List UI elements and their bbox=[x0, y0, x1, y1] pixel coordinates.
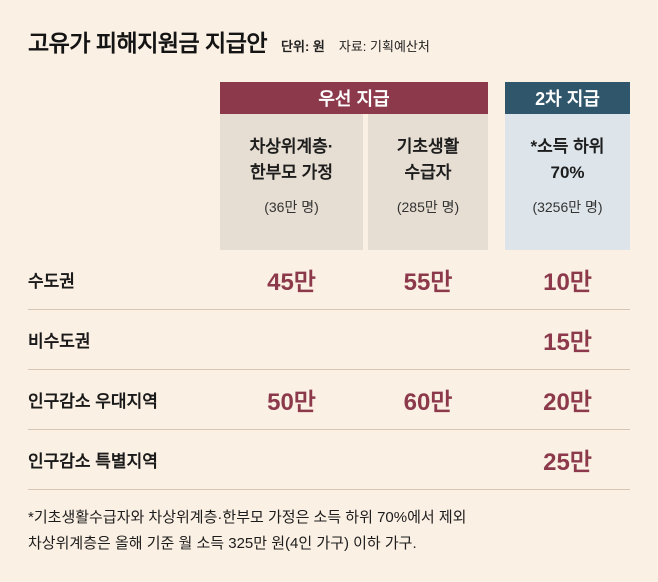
col-header-line: 한부모 가정 bbox=[250, 163, 333, 182]
col-header-income-bottom-70: *소득 하위 70% (3256만 명) bbox=[505, 114, 630, 250]
group-header-row: 우선 지급 2차 지급 bbox=[28, 82, 630, 114]
column-header-row: 차상위계층· 한부모 가정 (36만 명) 기초생활 수급자 (285만 명) … bbox=[28, 114, 630, 250]
value-cell: 45만 bbox=[267, 269, 316, 296]
value-cell: 10만 bbox=[543, 269, 592, 296]
header-row: 고유가 피해지원금 지급안 단위: 원 자료: 기획예산처 bbox=[28, 24, 630, 56]
page-title: 고유가 피해지원금 지급안 bbox=[28, 30, 268, 56]
table-row-non-metropolitan: 비수도권 15만 bbox=[28, 310, 630, 370]
col-header-line: 70% bbox=[550, 163, 585, 182]
value-cell: 15만 bbox=[543, 329, 592, 356]
col-header-line: *소득 하위 bbox=[530, 137, 605, 156]
row-label: 비수도권 bbox=[28, 332, 91, 351]
value-cell: 60만 bbox=[403, 389, 453, 416]
col-header-count: (36만 명) bbox=[264, 199, 319, 215]
source-label: 자료: 기획예산처 bbox=[338, 39, 430, 54]
row-label: 인구감소 우대지역 bbox=[28, 392, 158, 411]
col-header-count: (285만 명) bbox=[396, 199, 460, 215]
col-header-line: 차상위계층· bbox=[249, 137, 334, 156]
group-header-second-payment: 2차 지급 bbox=[505, 82, 630, 114]
col-header-basic-livelihood: 기초생활 수급자 (285만 명) bbox=[368, 114, 488, 250]
table-row-population-decline-special: 인구감소 특별지역 25만 bbox=[28, 430, 630, 490]
unit-label: 단위: 원 bbox=[281, 39, 325, 54]
footnote-line-2: 차상위계층은 올해 기준 월 소득 325만 원(4인 가구) 이하 가구. bbox=[28, 535, 417, 552]
footnotes: *기초생활수급자와 차상위계층·한부모 가정은 소득 하위 70%에서 제외 차… bbox=[28, 505, 630, 557]
value-cell: 50만 bbox=[267, 389, 316, 416]
col-header-near-poor-single-parent: 차상위계층· 한부모 가정 (36만 명) bbox=[220, 114, 363, 250]
col-header-line: 기초생활 bbox=[396, 137, 460, 156]
value-cell: 55만 bbox=[403, 269, 453, 296]
value-cell: 25만 bbox=[543, 449, 592, 476]
footnote-line-1: *기초생활수급자와 차상위계층·한부모 가정은 소득 하위 70%에서 제외 bbox=[28, 509, 467, 526]
table-row-population-decline-preferred: 인구감소 우대지역 50만 60만 20만 bbox=[28, 370, 630, 430]
group-header-priority-payment: 우선 지급 bbox=[220, 82, 488, 114]
value-cell: 20만 bbox=[543, 389, 592, 416]
row-label: 수도권 bbox=[28, 272, 75, 291]
row-label: 인구감소 특별지역 bbox=[28, 452, 158, 471]
col-header-line: 수급자 bbox=[404, 163, 452, 182]
table-row-metropolitan: 수도권 45만 55만 10만 bbox=[28, 250, 630, 310]
col-header-count: (3256만 명) bbox=[532, 199, 603, 215]
